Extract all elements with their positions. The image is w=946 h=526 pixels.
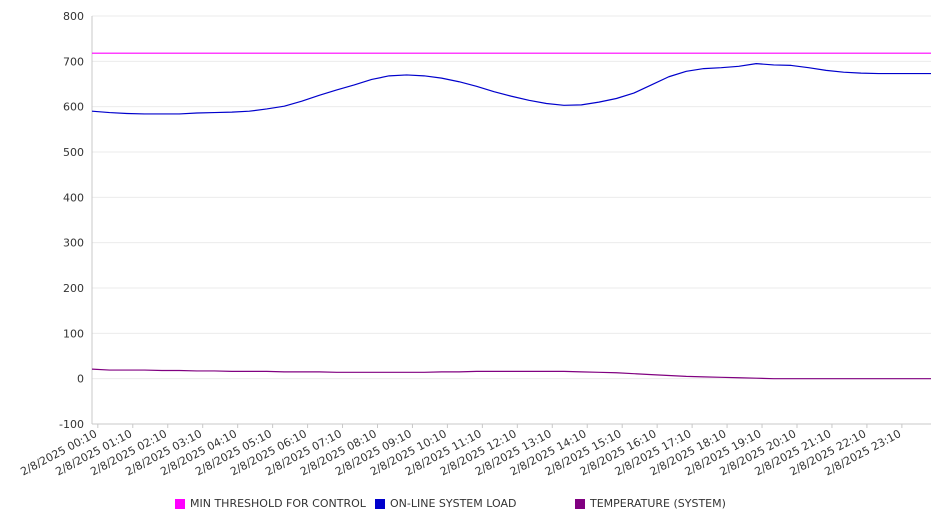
legend-item-min-threshold[interactable]: MIN THRESHOLD FOR CONTROL <box>175 497 366 510</box>
x-axis-ticks: 2/8/2025 00:102/8/2025 01:102/8/2025 02:… <box>18 424 903 478</box>
y-tick-label: 500 <box>63 146 84 159</box>
legend-label: ON-LINE SYSTEM LOAD <box>390 497 517 510</box>
series-line-system-load[interactable] <box>91 62 931 115</box>
series-lines <box>91 52 931 380</box>
y-tick-label: 800 <box>63 10 84 23</box>
y-tick-label: 300 <box>63 237 84 250</box>
legend-swatch <box>375 498 385 509</box>
y-tick-label: 0 <box>77 373 84 386</box>
legend-swatch <box>575 498 585 509</box>
legend-item-system-load[interactable]: ON-LINE SYSTEM LOAD <box>375 497 516 510</box>
legend-label: MIN THRESHOLD FOR CONTROL <box>190 497 366 510</box>
legend-label: TEMPERATURE (SYSTEM) <box>590 497 726 510</box>
line-chart-svg: 800 700 600 500 400 300 200 100 0 -100 2/8/2025 0… <box>18 10 931 478</box>
y-tick-label: 400 <box>63 191 84 204</box>
y-tick-label: 700 <box>63 55 84 68</box>
y-tick-label: 100 <box>63 327 84 340</box>
y-tick-label: 200 <box>63 282 84 295</box>
y-tick-label: 600 <box>63 101 84 114</box>
grid <box>92 15 931 425</box>
y-axis-ticks: 800 700 600 500 400 300 200 100 0 -100 <box>59 10 84 431</box>
series-line-temperature[interactable] <box>91 368 931 380</box>
y-tick-label: -100 <box>59 418 84 431</box>
legend-item-temperature[interactable]: TEMPERATURE (SYSTEM) <box>575 497 726 510</box>
legend: MIN THRESHOLD FOR CONTROL ON-LINE SYSTEM… <box>0 497 946 515</box>
legend-swatch <box>175 498 185 509</box>
axes <box>91 16 931 425</box>
